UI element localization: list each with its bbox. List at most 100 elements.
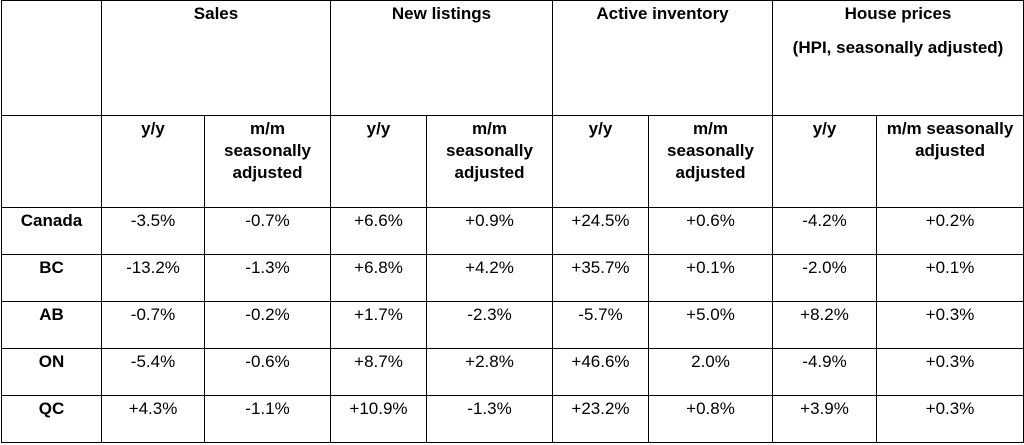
value-cell: +4.3% [101, 395, 205, 443]
value-text: -0.2% [245, 305, 290, 324]
value-text: +8.2% [800, 305, 849, 324]
value-text: +0.1% [686, 258, 735, 277]
value-text: +1.7% [354, 305, 403, 324]
value-text: -2.3% [467, 305, 512, 324]
subheader-label: y/y [588, 119, 613, 138]
region-label: ON [38, 352, 65, 371]
corner-cell [1, 0, 102, 116]
value-cell: +6.6% [330, 207, 427, 255]
value-cell: +23.2% [552, 395, 649, 443]
region-cell: BC [1, 254, 102, 302]
region-cell: Canada [1, 207, 102, 255]
value-cell: -1.3% [426, 395, 553, 443]
value-cell: +24.5% [552, 207, 649, 255]
value-cell: +0.3% [876, 348, 1024, 396]
region-label: AB [39, 305, 64, 324]
value-text: +0.3% [925, 305, 975, 324]
value-cell: -2.0% [772, 254, 878, 302]
value-cell: +0.3% [876, 395, 1024, 443]
value-text: +10.9% [349, 399, 408, 418]
value-cell: -4.2% [772, 207, 878, 255]
value-text: +0.3% [925, 352, 975, 371]
value-cell: +0.1% [876, 254, 1024, 302]
value-text: -2.0% [802, 258, 847, 277]
group-subtitle: (HPI, seasonally adjusted) [792, 38, 1004, 57]
value-cell: -13.2% [101, 254, 205, 302]
subheader-label: m/m seasonally adjusted [667, 119, 754, 182]
group-title: Sales [193, 4, 239, 23]
value-text: +0.6% [686, 211, 735, 230]
value-cell: -4.9% [772, 348, 878, 396]
value-text: -3.5% [130, 211, 176, 230]
subheader-row: y/y m/m seasonally adjusted y/y m/m seasona… [1, 115, 1024, 208]
group-title: Active inventory [596, 4, 729, 23]
value-cell: +0.1% [647, 254, 774, 302]
region-label: QC [38, 399, 65, 418]
subheader-label: m/m seasonally adjusted [224, 119, 311, 182]
value-text: +4.3% [128, 399, 178, 418]
value-text: +0.2% [925, 211, 975, 230]
subheader-label: y/y [812, 119, 837, 138]
subheader-mm: m/m seasonally adjusted [647, 115, 774, 208]
region-label: BC [39, 258, 64, 277]
value-text: +6.6% [354, 211, 403, 230]
value-text: +0.3% [925, 399, 975, 418]
value-text: -0.6% [245, 352, 290, 371]
table-row: ON -5.4% -0.6% +8.7% +2.8% +46.6% 2.0% -4.9% +0.… [1, 348, 1024, 396]
value-cell: -5.7% [552, 301, 649, 349]
region-cell: QC [1, 395, 102, 443]
value-cell: +4.2% [426, 254, 553, 302]
subheader-label: y/y [366, 119, 391, 138]
value-text: +0.8% [686, 399, 735, 418]
value-text: +5.0% [686, 305, 735, 324]
value-text: -4.2% [802, 211, 847, 230]
value-text: +3.9% [800, 399, 849, 418]
value-text: +23.2% [571, 399, 630, 418]
value-cell: -1.1% [204, 395, 331, 443]
table-row: BC -13.2% -1.3% +6.8% +4.2% +35.7% +0.1% -2.0% +… [1, 254, 1024, 302]
value-text: -0.7% [130, 305, 176, 324]
value-text: -4.9% [802, 352, 847, 371]
subheader-label: m/m seasonally adjusted [446, 119, 533, 182]
value-cell: +5.0% [647, 301, 774, 349]
subheader-mm: m/m seasonally adjusted [426, 115, 553, 208]
subheader-mm: m/m seasonally adjusted [876, 115, 1024, 208]
value-text: -1.3% [467, 399, 512, 418]
value-text: +8.7% [354, 352, 403, 371]
value-cell: -0.6% [204, 348, 331, 396]
value-cell: +0.3% [876, 301, 1024, 349]
subheader-yy: y/y [772, 115, 878, 208]
value-cell: +10.9% [330, 395, 427, 443]
value-cell: +0.8% [647, 395, 774, 443]
group-header-new-listings: New listings [330, 0, 553, 116]
value-text: -0.7% [245, 211, 290, 230]
value-text: +46.6% [571, 352, 630, 371]
value-cell: -1.3% [204, 254, 331, 302]
value-text: +35.7% [571, 258, 630, 277]
value-text: +0.9% [465, 211, 514, 230]
value-cell: +35.7% [552, 254, 649, 302]
value-text: +2.8% [465, 352, 514, 371]
value-text: +4.2% [465, 258, 514, 277]
value-cell: -0.7% [204, 207, 331, 255]
value-cell: +6.8% [330, 254, 427, 302]
value-cell: +8.7% [330, 348, 427, 396]
subheader-yy: y/y [330, 115, 427, 208]
subheader-yy: y/y [101, 115, 205, 208]
group-title: New listings [391, 4, 492, 23]
subheader-label: m/m seasonally adjusted [886, 119, 1014, 160]
value-cell: +46.6% [552, 348, 649, 396]
region-cell: AB [1, 301, 102, 349]
table-row: Canada -3.5% -0.7% +6.6% +0.9% +24.5% +0.6% -4.… [1, 207, 1024, 255]
group-header-sales: Sales [101, 0, 331, 116]
value-text: -5.4% [130, 352, 176, 371]
value-cell: 2.0% [647, 348, 774, 396]
value-cell: +0.2% [876, 207, 1024, 255]
subheader-mm: m/m seasonally adjusted [204, 115, 331, 208]
subheader-yy: y/y [552, 115, 649, 208]
region-cell: ON [1, 348, 102, 396]
table-row: AB -0.7% -0.2% +1.7% -2.3% -5.7% +5.0% +8.2% +0.… [1, 301, 1024, 349]
value-cell: +0.9% [426, 207, 553, 255]
table-row: QC +4.3% -1.1% +10.9% -1.3% +23.2% +0.8% +3.9% +… [1, 395, 1024, 443]
